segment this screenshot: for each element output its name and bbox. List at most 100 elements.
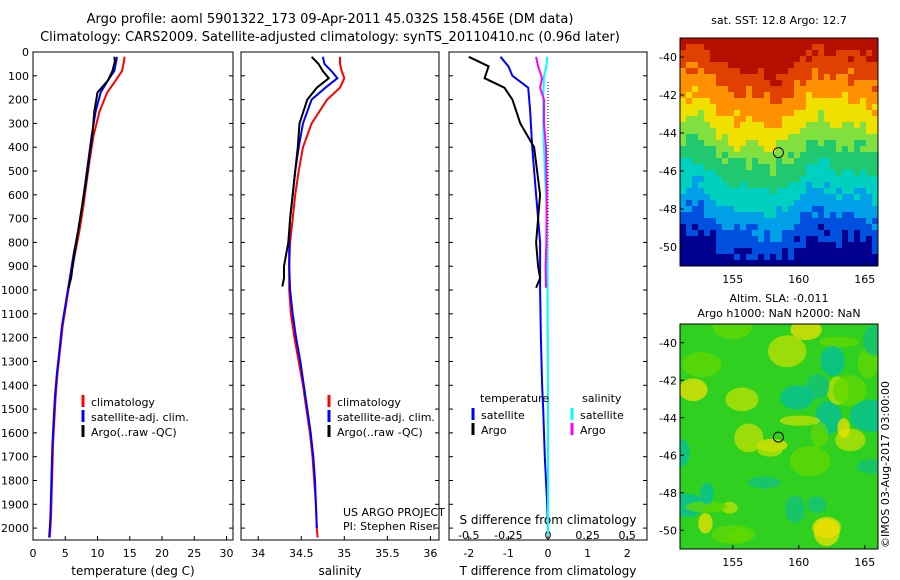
map-cell [854, 164, 861, 171]
x-tick-label: -1 [503, 547, 514, 560]
map-cell [836, 74, 843, 81]
map-cell [716, 164, 723, 171]
map-cell [722, 80, 729, 87]
map-cell [746, 152, 753, 159]
map-cell [758, 98, 765, 105]
map-cell [848, 44, 855, 51]
map-cell [680, 254, 687, 261]
map-cell [872, 74, 878, 81]
map-cell [758, 236, 765, 243]
map-cell [740, 254, 747, 261]
map-cell [824, 68, 831, 75]
map-cell [794, 38, 801, 45]
map-cell [764, 164, 771, 171]
map-cell [842, 212, 849, 219]
map-cell [782, 200, 789, 207]
map-cell [842, 122, 849, 129]
map-cell [740, 152, 747, 159]
map-cell [710, 158, 717, 165]
map-cell [842, 92, 849, 99]
map-cell [788, 176, 795, 183]
map-cell [704, 260, 711, 266]
map-cell [800, 200, 807, 207]
map-cell [782, 236, 789, 243]
map-cell [866, 224, 873, 231]
map-cell [788, 80, 795, 87]
map-cell [704, 152, 711, 159]
map-cell [722, 176, 729, 183]
legend-label: satellite [580, 409, 624, 422]
map-cell [818, 146, 825, 153]
map-cell [860, 56, 867, 63]
map-cell [764, 188, 771, 195]
map-cell [800, 92, 807, 99]
map-cell [698, 146, 705, 153]
map-cell [758, 50, 765, 57]
map-cell [824, 212, 831, 219]
map-cell [866, 260, 873, 266]
map-cell [848, 170, 855, 177]
map-cell [764, 218, 771, 225]
depth-tick-label: 600 [8, 189, 29, 202]
map-cell [776, 86, 783, 93]
map-cell [848, 92, 855, 99]
map-cell [752, 68, 759, 75]
map-cell [764, 170, 771, 177]
map-cell [830, 110, 837, 117]
map-cell [770, 182, 777, 189]
depth-tick-label: 900 [8, 260, 29, 273]
map-title: sat. SST: 12.8 Argo: 12.7 [711, 14, 847, 27]
map-cell [764, 62, 771, 69]
map-cell [824, 194, 831, 201]
map-cell [860, 248, 867, 255]
map-cell [788, 218, 795, 225]
map-cell [830, 200, 837, 207]
map-cell [806, 206, 813, 213]
map-cell [776, 170, 783, 177]
map-cell [686, 218, 693, 225]
map-cell [728, 44, 735, 51]
map-cell [728, 146, 735, 153]
map-cell [716, 68, 723, 75]
map-cell [836, 164, 843, 171]
map-cell [740, 110, 747, 117]
map-cell [788, 188, 795, 195]
depth-tick-label: 1400 [1, 379, 29, 392]
map-cell [776, 98, 783, 105]
map-cell [728, 74, 735, 81]
map-cell [686, 224, 693, 231]
map-cell [680, 146, 687, 153]
map-cell [704, 158, 711, 165]
map-cell [854, 44, 861, 51]
map-cell [812, 140, 819, 147]
map-cell [698, 110, 705, 117]
map-cell [860, 116, 867, 123]
x-tick-label: 0 [545, 547, 552, 560]
map-cell [872, 122, 878, 129]
map-cell [860, 146, 867, 153]
map-cell [680, 218, 687, 225]
map-cell [872, 68, 878, 75]
x-tick-label: 35.5 [375, 547, 400, 560]
map-cell [788, 110, 795, 117]
map-cell [860, 242, 867, 249]
map-cell [716, 158, 723, 165]
map-cell [794, 44, 801, 51]
map-cell [830, 146, 837, 153]
map-cell [722, 188, 729, 195]
map-cell [752, 212, 759, 219]
map-cell [692, 128, 699, 135]
map-cell [728, 104, 735, 111]
map-cell [866, 182, 873, 189]
map-cell [752, 86, 759, 93]
map-cell [776, 158, 783, 165]
map-cell [710, 236, 717, 243]
map-patch [849, 399, 878, 432]
map-cell [866, 98, 873, 105]
map-cell [842, 176, 849, 183]
map-cell [812, 116, 819, 123]
map-cell [866, 170, 873, 177]
map-cell [728, 260, 735, 266]
map-cell [794, 152, 801, 159]
map-patch [734, 423, 764, 453]
